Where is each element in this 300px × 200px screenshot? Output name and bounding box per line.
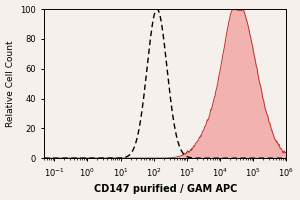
X-axis label: CD147 purified / GAM APC: CD147 purified / GAM APC: [94, 184, 237, 194]
Y-axis label: Relative Cell Count: Relative Cell Count: [6, 40, 15, 127]
